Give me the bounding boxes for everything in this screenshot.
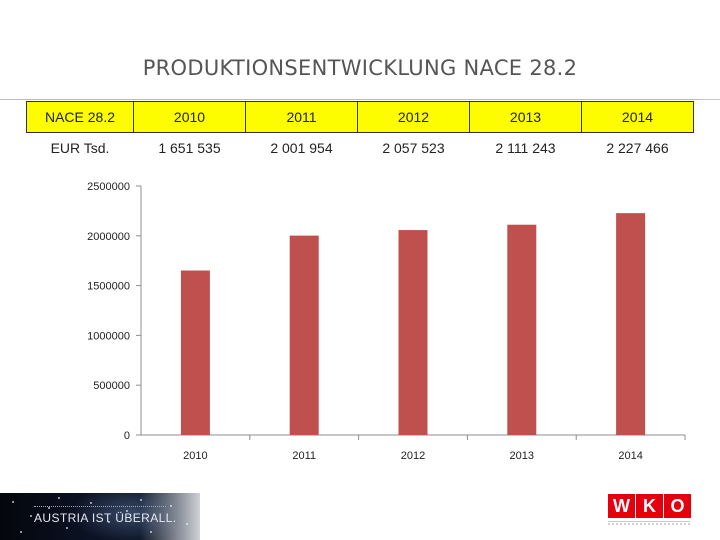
slide-title: PRODUKTIONSENTWICKLUNG NACE 28.2 bbox=[142, 56, 578, 80]
table-header-cell: 2014 bbox=[581, 101, 694, 133]
title-divider bbox=[0, 99, 720, 100]
star-dot bbox=[48, 507, 50, 509]
star-dot bbox=[126, 510, 128, 512]
footer-slogan: AUSTRIA IST ÜBERALL. bbox=[34, 511, 177, 525]
table-cell: 2 111 243 bbox=[495, 140, 556, 156]
wko-logo: W K O bbox=[600, 494, 691, 526]
y-tick-label: 2500000 bbox=[87, 181, 130, 193]
table-cell: 1 651 535 bbox=[158, 140, 221, 156]
bar bbox=[398, 230, 428, 435]
star-dot bbox=[58, 497, 60, 499]
star-dot bbox=[140, 499, 142, 501]
table-cell: 2 227 466 bbox=[606, 140, 669, 156]
star-dot bbox=[30, 515, 32, 517]
y-tick-label: 1000000 bbox=[87, 330, 130, 342]
footer-space-image bbox=[0, 493, 200, 540]
star-dot bbox=[170, 505, 172, 507]
x-tick-label: 2013 bbox=[510, 450, 534, 462]
y-tick-label: 2000000 bbox=[87, 231, 130, 243]
edge-marker bbox=[700, 99, 720, 100]
star-dot bbox=[90, 502, 92, 504]
table-header-cell: 2012 bbox=[357, 101, 470, 133]
footer-glow bbox=[70, 493, 190, 540]
bar bbox=[180, 270, 210, 435]
logo-underline bbox=[608, 521, 690, 522]
table-cell: EUR Tsd. bbox=[50, 140, 110, 156]
y-tick-label: 500000 bbox=[93, 380, 130, 392]
bar bbox=[507, 224, 537, 435]
x-tick-label: 2012 bbox=[401, 450, 425, 462]
x-tick-label: 2011 bbox=[292, 450, 316, 462]
star-dot bbox=[66, 527, 68, 529]
logo-tagline-dots bbox=[608, 523, 690, 525]
bar bbox=[289, 235, 319, 435]
logo-letter: K bbox=[636, 494, 663, 518]
x-tick-label: 2010 bbox=[183, 450, 207, 462]
star-dot bbox=[150, 531, 152, 533]
star-dot bbox=[186, 523, 188, 525]
y-tick-label: 0 bbox=[124, 430, 130, 442]
x-tick-label: 2014 bbox=[618, 450, 642, 462]
table-header-cell: 2011 bbox=[245, 101, 358, 133]
table-header-cell: 2010 bbox=[133, 101, 246, 133]
table-row: EUR Tsd. 1 651 535 2 001 954 2 057 523 2… bbox=[27, 133, 694, 164]
star-dot bbox=[20, 531, 22, 533]
bar bbox=[616, 213, 646, 435]
footer-divider bbox=[34, 506, 166, 507]
table-header-cell: 2013 bbox=[469, 101, 582, 133]
star-dot bbox=[108, 521, 110, 523]
logo-letter: W bbox=[608, 494, 635, 518]
production-table: NACE 28.2 2010 2011 2012 2013 2014 EUR T… bbox=[26, 101, 694, 163]
bar-chart: 0 500000 1000000 1500000 2000000 2500000 2010 2… bbox=[87, 181, 686, 462]
table-header-cell: NACE 28.2 bbox=[26, 101, 134, 133]
table-cell: 2 057 523 bbox=[382, 140, 445, 156]
star-dot bbox=[12, 501, 14, 503]
table-cell: 2 001 954 bbox=[270, 140, 333, 156]
table-header-row: NACE 28.2 2010 2011 2012 2013 2014 bbox=[26, 101, 694, 133]
logo-letter: O bbox=[664, 494, 691, 518]
y-tick-label: 1500000 bbox=[87, 281, 130, 293]
